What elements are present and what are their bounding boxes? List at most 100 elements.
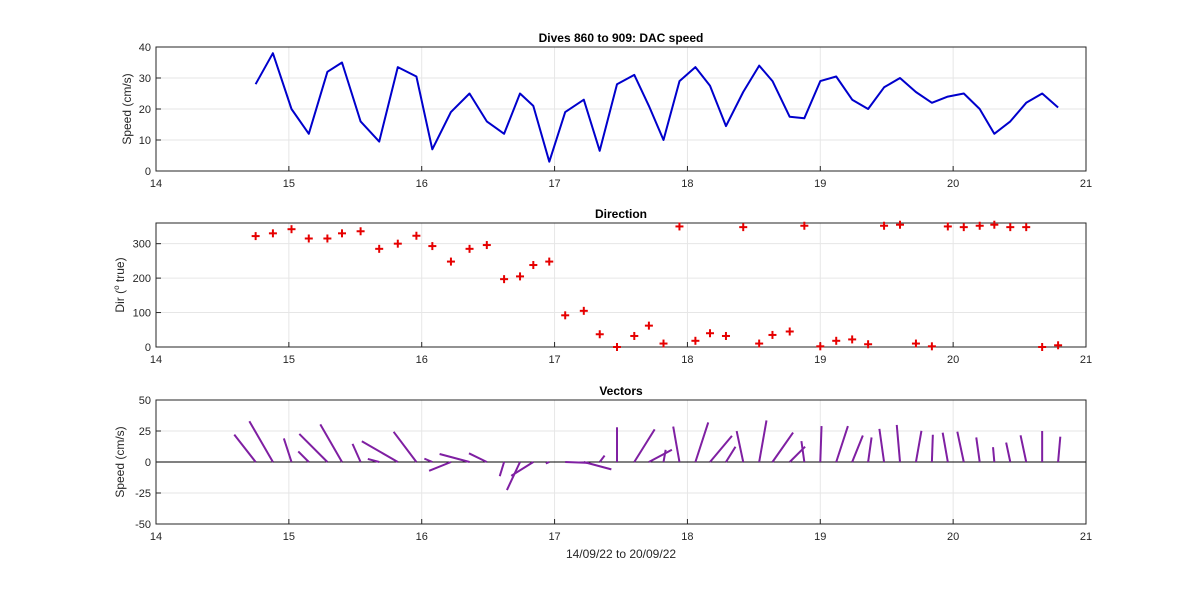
x-tick-label: 16: [416, 354, 428, 366]
velocity-vector: [233, 434, 257, 463]
direction-point: [529, 261, 538, 270]
velocity-vector: [648, 448, 673, 463]
direction-point: [721, 331, 730, 340]
x-tick-label: 15: [283, 354, 295, 366]
velocity-vector: [975, 437, 981, 463]
direction-point: [1022, 223, 1031, 232]
direction-point: [911, 339, 920, 348]
direction-point: [579, 306, 588, 315]
direction-point: [428, 242, 437, 251]
x-tick-label: 14: [150, 178, 162, 190]
x-tick-label: 21: [1080, 178, 1092, 190]
velocity-vector: [941, 432, 949, 463]
direction-point: [959, 223, 968, 232]
velocity-vector: [361, 440, 399, 463]
x-tick-label: 17: [548, 178, 560, 190]
direction-point: [545, 257, 554, 266]
velocity-vector: [819, 426, 823, 463]
velocity-vector: [498, 461, 506, 477]
y-tick-label: 200: [133, 273, 151, 285]
vectors-title: Vectors: [599, 384, 643, 398]
direction-point: [323, 234, 332, 243]
y-tick-label: 100: [133, 308, 151, 320]
direction-point: [465, 244, 474, 253]
direction-point: [412, 231, 421, 240]
y-tick-label: 20: [139, 104, 151, 116]
velocity-vector: [545, 461, 550, 465]
direction-point: [1038, 343, 1047, 351]
axes-frame: [155, 399, 1087, 525]
x-tick-label: 18: [681, 531, 693, 543]
velocity-vector: [672, 426, 681, 463]
y-tick-label: 0: [145, 166, 151, 178]
speed-panel: Dives 860 to 909: DAC speed Speed (cm/s)…: [120, 31, 1092, 190]
direction-ylabel-rest: true): [113, 257, 127, 285]
x-tick-label: 21: [1080, 354, 1092, 366]
x-tick-label: 20: [947, 354, 959, 366]
direction-panel: Direction Dir (o true) 14 15 16 17 18 19 20 21 0…: [112, 207, 1092, 366]
velocity-vector: [1019, 435, 1028, 463]
velocity-vector: [867, 437, 873, 463]
direction-point: [848, 335, 857, 344]
direction-point: [613, 343, 622, 351]
velocity-vector: [662, 449, 667, 463]
x-tick-label: 18: [681, 178, 693, 190]
y-tick-label: -50: [135, 519, 151, 531]
vectors-xlabel: 14/09/22 to 20/09/22: [566, 547, 676, 561]
x-tick-label: 18: [681, 354, 693, 366]
velocity-vector: [633, 428, 656, 463]
velocity-vector: [468, 452, 488, 463]
x-tick-label: 16: [416, 178, 428, 190]
speed-ylabel: Speed (cm/s): [120, 73, 134, 144]
direction-point: [927, 342, 936, 351]
direction-point: [706, 329, 715, 338]
velocity-vector: [930, 434, 934, 463]
direction-point: [768, 330, 777, 339]
direction-point: [393, 239, 402, 248]
direction-point: [268, 229, 277, 238]
direction-point: [304, 234, 313, 243]
x-tick-label: 14: [150, 531, 162, 543]
y-tick-label: -25: [135, 488, 151, 500]
direction-point: [896, 220, 904, 229]
y-tick-label: 50: [139, 395, 151, 407]
velocity-vector: [506, 461, 521, 491]
velocity-vector: [956, 431, 965, 463]
speed-series-line: [254, 52, 1059, 163]
direction-point: [630, 331, 639, 340]
velocity-vector: [282, 438, 293, 463]
y-tick-label: 30: [139, 73, 151, 85]
velocity-vector: [598, 454, 606, 463]
direction-point: [595, 330, 604, 339]
plot-area: [156, 223, 1086, 347]
velocity-vector: [895, 424, 901, 463]
x-tick-label: 20: [947, 531, 959, 543]
x-tick-label: 21: [1080, 531, 1092, 543]
direction-point: [356, 227, 365, 236]
direction-point: [691, 336, 700, 345]
direction-title: Direction: [595, 207, 647, 221]
x-tick-label: 15: [283, 531, 295, 543]
direction-point: [251, 232, 260, 241]
direction-point: [659, 339, 668, 348]
velocity-vector: [423, 457, 433, 463]
direction-point: [446, 257, 455, 266]
direction-point: [785, 327, 794, 336]
x-tick-label: 20: [947, 178, 959, 190]
velocity-vector: [510, 461, 534, 477]
direction-point: [675, 222, 684, 231]
velocity-vector: [319, 423, 343, 463]
velocity-vector: [851, 435, 864, 463]
velocity-vector: [439, 453, 470, 463]
direction-point: [880, 221, 889, 230]
direction-point: [755, 339, 764, 348]
y-tick-label: 40: [139, 42, 151, 54]
direction-point: [516, 272, 525, 281]
direction-point: [561, 311, 570, 320]
velocity-vector: [367, 457, 380, 463]
velocity-vector: [694, 422, 710, 463]
direction-ylabel: Dir (o true): [112, 257, 127, 312]
velocity-vector: [800, 440, 806, 463]
vectors-panel: Vectors Speed (cm/s) 14/09/22 to 20/09/2…: [113, 384, 1092, 561]
